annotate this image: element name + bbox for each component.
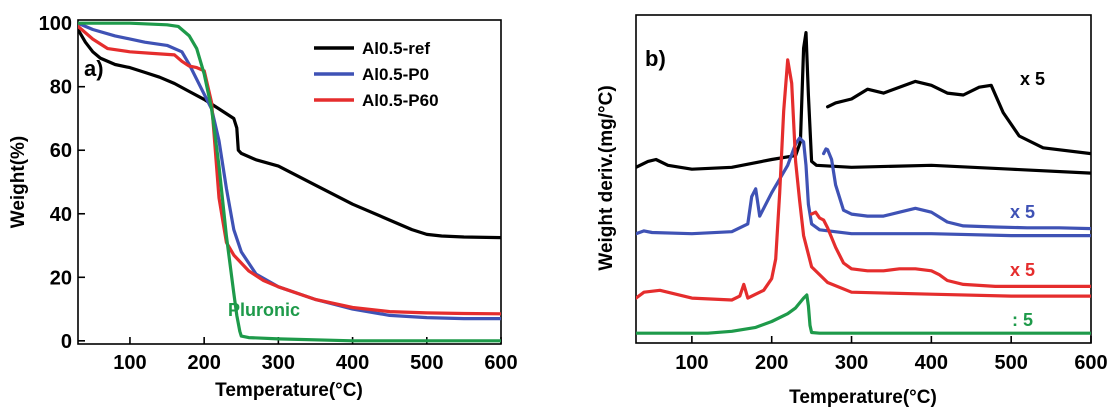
panel-b-y-axis-title: Weight deriv.(mg/°C)	[596, 85, 617, 270]
panel-a-y-tick-label: 60	[50, 140, 72, 162]
pluronic-label: Pluronic	[228, 300, 300, 320]
panel-b-x-tick-label: 400	[915, 352, 948, 374]
panel-b-x-tick-label: 500	[994, 352, 1027, 374]
panel-a-x-tick-label: 600	[484, 352, 517, 374]
panel-a-x-axis-title: Temperature(°C)	[215, 380, 363, 401]
panel-b-frame	[635, 14, 1092, 344]
panel-b-annotations: x 5 x 5 x 5 : 5	[1010, 69, 1045, 330]
series-line-al0-5-p0	[78, 21, 501, 321]
panel-a-x-tick-label: 400	[336, 352, 369, 374]
scale-factor-annotation: : 5	[1012, 310, 1033, 330]
panel-b-x-tick-label: 200	[755, 352, 788, 374]
panel-a-y-tick-label: 0	[61, 331, 72, 353]
panel-a: 100 200 300 400 500 600 0 20 40 60 80 100 a) Weight…	[8, 13, 518, 401]
derivative-curve	[636, 58, 1091, 302]
panel-a-x-tick-label: 100	[113, 352, 146, 374]
derivative-curve	[636, 136, 1091, 238]
derivative-curve	[636, 293, 1091, 335]
panel-a-y-tick-label: 100	[39, 13, 72, 35]
panel-a-series	[78, 21, 501, 343]
panel-b-x-tick-label: 100	[675, 352, 708, 374]
derivative-curve	[810, 210, 1091, 288]
panel-b-label: b)	[645, 46, 666, 71]
panel-a-x-tick-label: 300	[262, 352, 295, 374]
derivative-curve	[636, 31, 1091, 175]
panel-a-y-tick-label: 20	[50, 267, 72, 289]
panel-b-x-tick-label: 300	[835, 352, 868, 374]
panel-a-y-tick-label: 80	[50, 77, 72, 99]
scale-factor-annotation: x 5	[1010, 202, 1035, 222]
panel-a-x-tick-label: 200	[187, 352, 220, 374]
derivative-curve	[826, 79, 1091, 156]
legend-label: Al0.5-P60	[362, 91, 439, 110]
series-line-al0-5-p60	[78, 24, 501, 316]
panel-b: 100 200 300 400 500 600 b) Weight deriv.(mg/°…	[596, 14, 1108, 408]
legend-label: Al0.5-ref	[362, 39, 430, 58]
series-line-pluronic	[78, 21, 501, 343]
panel-a-axes: 100 200 300 400 500 600 0 20 40 60 80 100	[39, 13, 518, 374]
panel-a-legend: Al0.5-ref Al0.5-P0 Al0.5-P60	[314, 39, 439, 110]
panel-b-x-axis-title: Temperature(°C)	[789, 387, 937, 408]
derivative-curve	[822, 147, 1091, 231]
scale-factor-annotation: x 5	[1020, 69, 1045, 89]
panel-a-frame	[77, 19, 502, 345]
panel-b-series	[636, 31, 1091, 335]
panel-a-x-tick-label: 500	[410, 352, 443, 374]
panel-b-x-tick-label: 600	[1074, 352, 1107, 374]
panel-a-y-tick-label: 40	[50, 204, 72, 226]
panel-a-label: a)	[84, 56, 104, 81]
panel-b-axes: 100 200 300 400 500 600	[675, 336, 1108, 374]
legend-label: Al0.5-P0	[362, 65, 429, 84]
panel-a-y-axis-title: Weight(%)	[8, 136, 29, 229]
series-line-al0-5-ref	[78, 27, 501, 240]
scale-factor-annotation: x 5	[1010, 260, 1035, 280]
